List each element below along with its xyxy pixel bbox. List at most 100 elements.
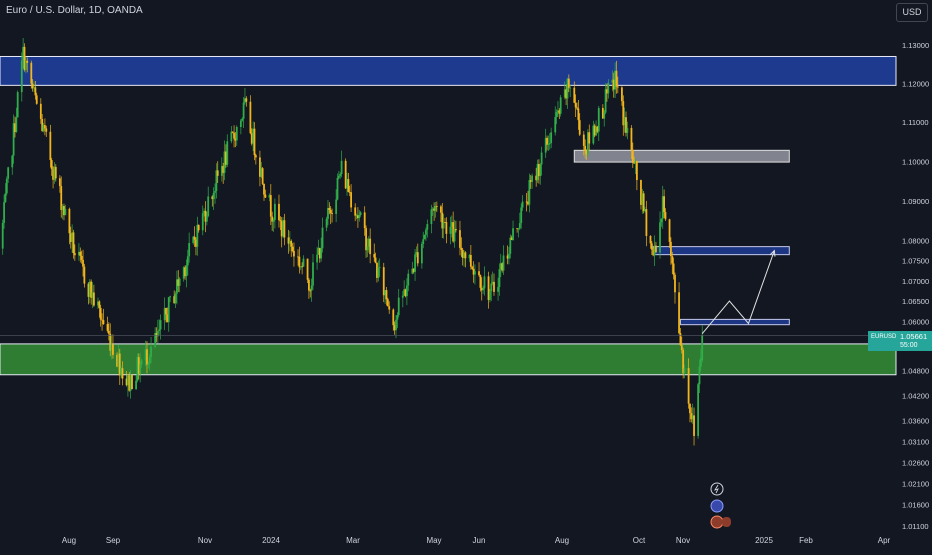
candle-body [7,167,10,179]
candle [480,277,483,301]
candle-body [205,216,208,222]
candle-body [298,256,301,268]
candle [331,208,333,223]
flag-icon-circle [710,515,724,529]
resistance-zone[interactable] [0,55,897,86]
candle [298,246,301,274]
candle [384,290,387,304]
candle-body [92,292,95,306]
globe-icon-circle [710,499,724,513]
projection-path[interactable] [701,250,775,334]
candle [601,104,604,119]
candle [290,239,293,257]
candle-body [68,208,71,234]
lightning-icon[interactable] [710,482,724,496]
candle-body [204,210,207,222]
candle [588,124,591,151]
candle-body [49,131,52,161]
candle [517,227,520,238]
candle-body [64,208,67,216]
time-axis[interactable]: Aug Sep Nov 2024 Mar May Jun Aug Oct Nov 2025 Feb Ap… [62,536,891,545]
candle [584,139,587,159]
price-tag-countdown: 55:00 [900,342,918,349]
candle [233,125,235,148]
candle-body [33,87,35,89]
candle [548,133,551,150]
candle [508,246,510,265]
candle-body [690,413,693,420]
candle-body [592,125,595,144]
candle [335,189,338,223]
candle-body [641,193,644,205]
x-tick-label: Jun [473,536,486,545]
symbol-title[interactable]: Euro / U.S. Dollar, 1D, OANDA [6,5,143,16]
candle-body [445,222,448,234]
candle-body [234,138,237,141]
candle [260,161,263,179]
x-tick-label: 2025 [755,536,773,545]
candle-body [359,212,362,215]
globe-icon[interactable] [710,499,724,513]
candle-body [283,220,286,238]
candle-body [506,255,509,259]
target-zone[interactable] [652,246,790,256]
candle-body [697,384,700,436]
currency-button[interactable]: USD [896,3,928,22]
candle-body [239,120,242,128]
candle [3,194,5,229]
candle [359,211,362,217]
candle [279,216,282,231]
candle-body [471,266,474,269]
candle [140,358,143,368]
candle-body [271,216,274,222]
candle [139,353,142,383]
candle-body [453,228,456,242]
candle-body [235,127,238,141]
candle-body [327,207,329,219]
candle-body [573,87,576,103]
candle [607,79,610,99]
candle-body [169,296,172,298]
candle [204,201,207,233]
candle [454,220,457,233]
candle [464,251,467,268]
candle [193,226,196,247]
candle [154,327,157,349]
candle-body [701,335,704,361]
candle-body [201,213,204,231]
candle [510,235,513,241]
entry-zone[interactable] [679,318,790,326]
candle [535,167,538,187]
candle [14,116,16,138]
candle [652,248,655,257]
candle-body [135,380,137,390]
candle-body [230,131,233,142]
candle [501,262,504,273]
candle-body [16,92,19,118]
candle-body [297,256,299,258]
candle [269,184,272,226]
candle [621,86,623,106]
candle [403,280,406,296]
candle-body [683,368,686,374]
candle [159,314,162,340]
candle-body [450,222,453,227]
candle [528,173,531,213]
candle-body [674,274,676,293]
candle [254,153,257,165]
support-zone[interactable] [0,343,897,376]
candle-body [426,224,429,230]
candle [499,253,502,278]
flag-icon[interactable] [710,515,731,529]
candle [603,110,606,127]
neutral-zone[interactable] [573,149,790,163]
candle-body [50,160,53,170]
candle [512,220,514,241]
candle-body [679,333,682,346]
candle [679,328,682,346]
candle-body [192,236,195,244]
candle [358,209,361,222]
price-axis[interactable]: 1.13000 1.12000 1.11000 1.10000 1.09000 1.080… [902,41,929,531]
